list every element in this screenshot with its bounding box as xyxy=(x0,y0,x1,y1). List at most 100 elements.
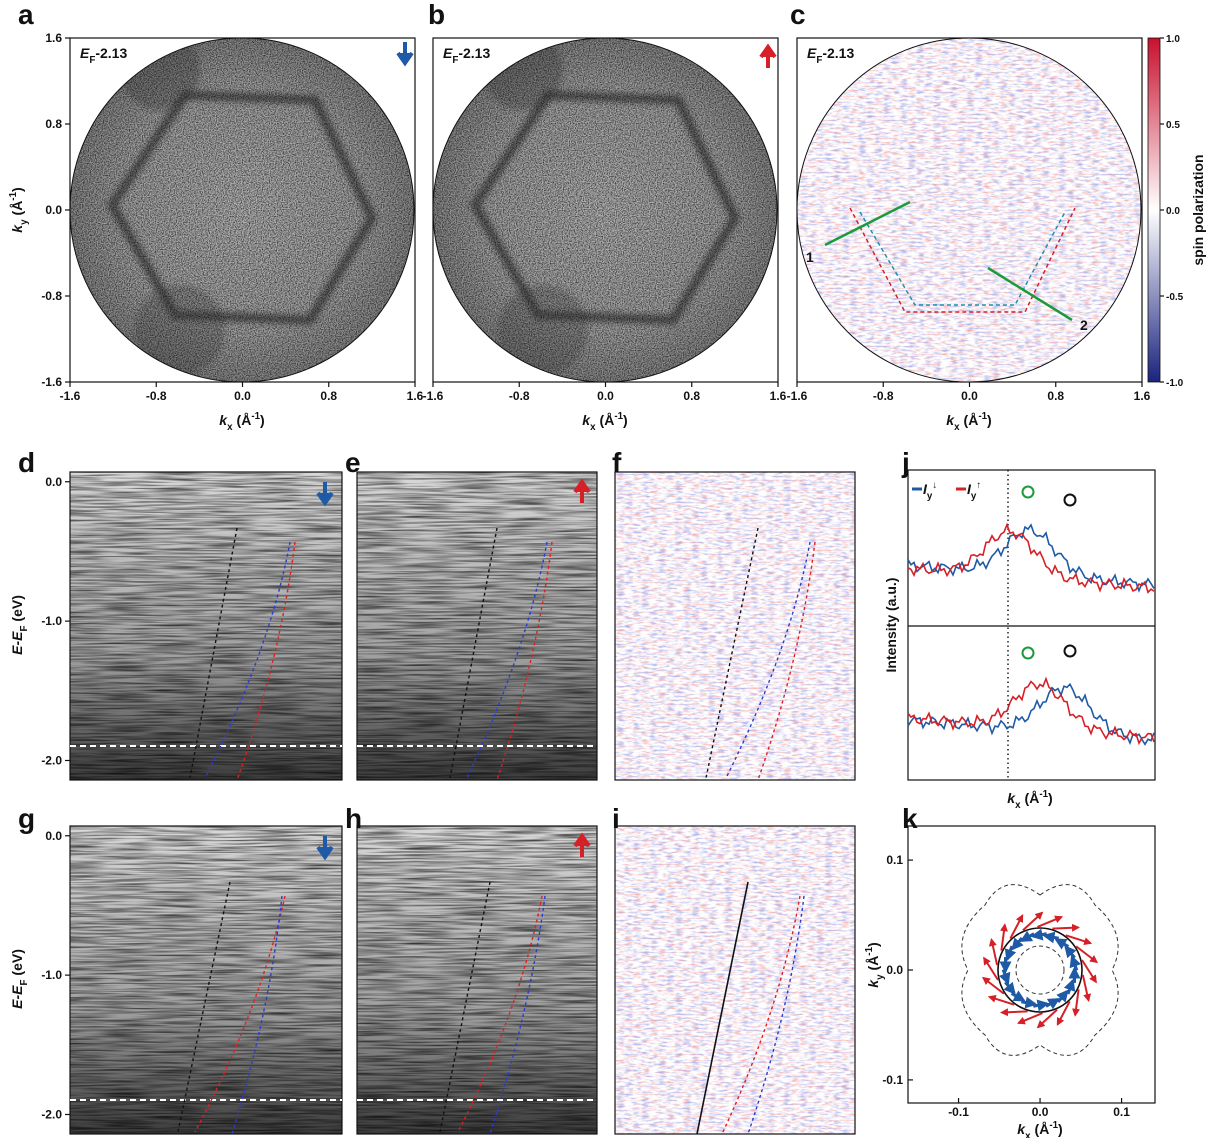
x-axis-label-part: (Å xyxy=(600,412,615,428)
x-axis-label-part: k xyxy=(582,412,591,428)
spin-arrow xyxy=(1033,999,1050,1012)
energy-label-part: E xyxy=(80,45,90,61)
y-tick-label: -1.0 xyxy=(41,614,62,628)
spin-arrow xyxy=(1000,923,1008,951)
x-axis-label: kx (Å-1) xyxy=(582,411,627,433)
x-axis-label-part: k xyxy=(946,412,955,428)
panel-label: i xyxy=(612,803,620,834)
spin-arrow xyxy=(1004,945,1017,962)
x-tick-label: 1.6 xyxy=(1134,389,1151,403)
x-axis-label: kx (Å-1) xyxy=(946,411,991,433)
x-axis-label-part: (Å xyxy=(237,412,252,428)
y-axis-label-part: -1 xyxy=(864,946,875,955)
panel-f xyxy=(614,471,856,781)
y-tick-label: 0.0 xyxy=(45,829,62,843)
spin-arrow xyxy=(1036,1008,1058,1029)
panel-j xyxy=(907,469,1156,781)
panel-k xyxy=(907,825,1156,1104)
spin-arrow xyxy=(982,976,1005,995)
spin-arrow xyxy=(1054,938,1070,950)
x-tick-label: -0.8 xyxy=(873,389,894,403)
x-tick-label: 0.8 xyxy=(1047,389,1064,403)
x-axis-label-part: x xyxy=(227,422,233,433)
y-axis-label-part: (eV) xyxy=(9,595,25,621)
colorbar-tick-label: -1.0 xyxy=(1166,378,1184,389)
y-tick-label: -2.0 xyxy=(41,753,62,767)
x-axis-label-part: k xyxy=(1017,1121,1026,1137)
y-axis-label-part: (Å xyxy=(9,201,25,216)
mdc-curve xyxy=(907,676,1155,746)
energy-label-part: E xyxy=(807,45,817,61)
y-axis-label-part: y xyxy=(19,219,30,225)
spin-arrow xyxy=(1081,974,1092,1002)
x-tick-label: 0.0 xyxy=(961,389,978,403)
legend-entry-part: I xyxy=(967,481,972,497)
y-axis-label-part: -1 xyxy=(8,191,19,200)
colorbar xyxy=(1147,37,1161,383)
x-axis-label-part: (Å xyxy=(1035,1121,1050,1137)
spin-arrow xyxy=(1016,1012,1043,1025)
y-axis-label-part: F xyxy=(19,626,30,632)
colorbar-tick-label: -0.5 xyxy=(1166,292,1184,303)
spin-arrow xyxy=(1010,990,1026,1002)
y-axis-label-part: k xyxy=(865,979,881,988)
spin-arrow xyxy=(1011,936,1024,951)
x-axis-label-part: -1 xyxy=(251,411,260,422)
y-tick-label: -1.6 xyxy=(41,375,62,389)
legend-entry-part: ↓ xyxy=(932,480,937,491)
y-axis-label-part: k xyxy=(9,224,25,233)
spin-arrow xyxy=(983,956,999,981)
x-axis-label-part: -1 xyxy=(978,411,987,422)
legend-entry-part: y xyxy=(971,491,977,502)
y-axis-label: ky (Å-1) xyxy=(8,187,30,232)
y-tick-label: -2.0 xyxy=(41,1107,62,1121)
energy-label-part: -2.13 xyxy=(458,45,490,61)
y-axis-label-part: (eV) xyxy=(9,949,25,975)
y-tick-label: -1.0 xyxy=(41,968,62,982)
spin-arrow xyxy=(1042,931,1059,944)
energy-label: EF-2.13 xyxy=(80,45,127,66)
panel-g xyxy=(69,825,343,1135)
x-axis-label: kx (Å-1) xyxy=(1007,789,1052,811)
x-axis-label-part: k xyxy=(219,412,228,428)
y-tick-label: -0.1 xyxy=(882,1073,903,1087)
panel-e xyxy=(356,471,598,781)
spin-arrow xyxy=(1003,981,1016,995)
legend-entry: Iy↑ xyxy=(967,480,981,502)
y-tick-label: -0.8 xyxy=(41,289,62,303)
x-tick-label: 0.1 xyxy=(1113,1105,1130,1119)
spin-arrow xyxy=(1056,1000,1071,1026)
x-axis-label-part: x xyxy=(1015,800,1021,811)
x-axis-label-part: ) xyxy=(260,412,265,428)
x-tick-label: 0.0 xyxy=(234,389,251,403)
y-tick-label: 0.1 xyxy=(886,853,903,867)
x-axis-label-part: x xyxy=(590,422,596,433)
colorbar-tick-label: 1.0 xyxy=(1166,34,1180,45)
spin-arrow xyxy=(1045,998,1061,1010)
legend-entry-part: I xyxy=(923,481,928,497)
y-axis-label-part: E-E xyxy=(9,631,25,655)
panel-label: f xyxy=(612,447,622,478)
energy-label: EF-2.13 xyxy=(807,45,854,66)
x-axis-label-part: k xyxy=(1007,790,1016,806)
spin-arrow xyxy=(1075,945,1098,964)
spin-arrow xyxy=(1052,923,1080,932)
dispersions xyxy=(69,471,856,1135)
x-tick-label: -0.8 xyxy=(509,389,530,403)
x-tick-label: 0.8 xyxy=(683,389,700,403)
panel-label: b xyxy=(428,0,445,30)
spin-arrow xyxy=(999,969,1011,986)
legend-entry: Iy↓ xyxy=(923,480,937,502)
legend-entry-part: y xyxy=(927,491,933,502)
y-axis-label-part: ) xyxy=(865,942,881,947)
x-axis-label-part: ) xyxy=(987,412,992,428)
energy-label-part: F xyxy=(816,55,822,66)
x-tick-label: 1.6 xyxy=(407,389,424,403)
y-axis-label-part: E-E xyxy=(9,985,25,1009)
mdc-curve xyxy=(907,522,1155,594)
panel-h xyxy=(356,825,598,1135)
x-axis-label-part: x xyxy=(1025,1131,1031,1138)
spin-arrow xyxy=(1000,1008,1028,1017)
spin-arrow xyxy=(1009,914,1024,940)
cut-label: 1 xyxy=(806,249,814,265)
